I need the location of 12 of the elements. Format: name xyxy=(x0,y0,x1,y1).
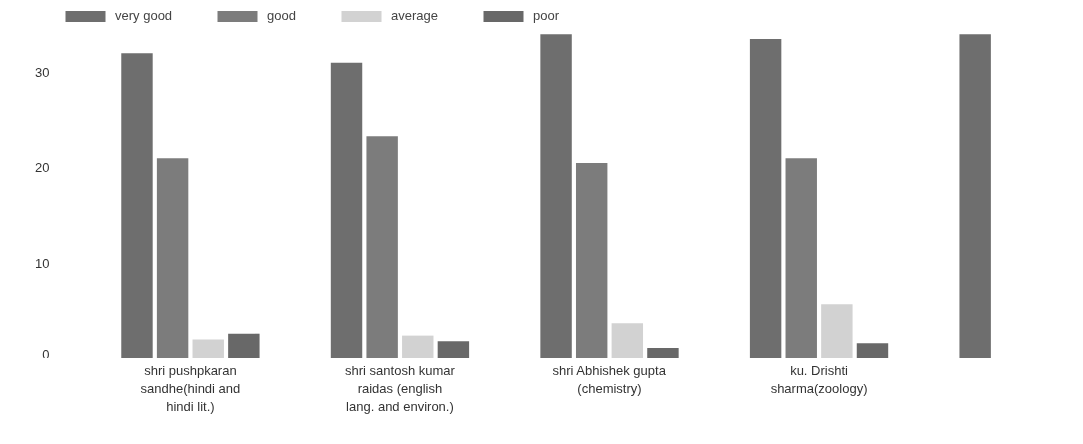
x-tick-label: shri Abhishek gupta (chemistry) xyxy=(552,362,667,396)
legend-label: poor xyxy=(533,8,560,23)
x-tick-label: shri pushpkaran sandhe(hindi and hindi lit.) xyxy=(140,362,241,414)
x-tick-label: ku. Drishti sharma(zoology) xyxy=(770,362,868,396)
legend-label: very good xyxy=(115,8,173,23)
x-tick-label: shri santosh kumar raidas (english lang. and environ.) xyxy=(345,362,456,414)
legend-label: average xyxy=(391,8,438,23)
legend-label: good xyxy=(267,8,297,23)
y-tick-label: 30 xyxy=(35,64,50,80)
y-tick-label: 10 xyxy=(35,255,50,271)
y-tick-label: 0 xyxy=(42,346,50,362)
y-tick-label: 20 xyxy=(35,160,50,176)
